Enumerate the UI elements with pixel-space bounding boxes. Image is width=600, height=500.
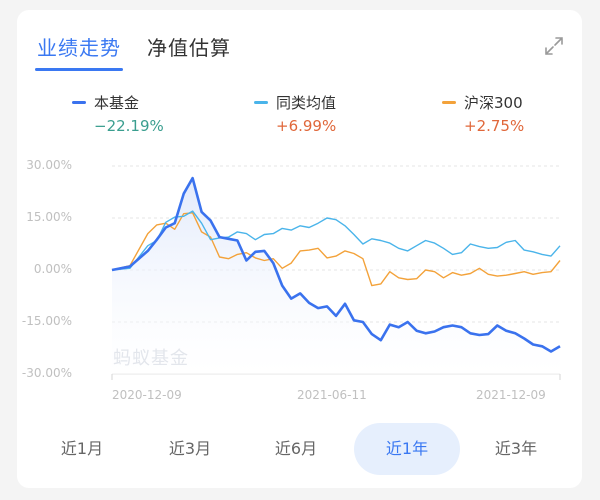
legend-swatch bbox=[72, 101, 86, 104]
series-line bbox=[111, 210, 561, 271]
series-line bbox=[111, 212, 561, 287]
tab-nav-estimate[interactable]: 净值估算 bbox=[147, 36, 231, 60]
legend-label: 同类均值 bbox=[276, 94, 337, 112]
x-tick: 2020-12-09 bbox=[112, 388, 182, 402]
legend-label: 沪深300 bbox=[464, 94, 523, 112]
expand-arrows-icon[interactable] bbox=[544, 36, 564, 56]
legend-value: +6.99% bbox=[276, 117, 337, 135]
y-tick: -30.00% bbox=[21, 366, 72, 380]
range-6-months[interactable]: 近6月 bbox=[274, 439, 318, 458]
legend-item-fund[interactable]: 本基金 −22.19% bbox=[72, 92, 164, 135]
legend-swatch bbox=[254, 101, 268, 104]
range-1-month[interactable]: 近1月 bbox=[60, 439, 104, 458]
y-tick: 0.00% bbox=[33, 262, 72, 276]
performance-chart[interactable] bbox=[17, 10, 582, 488]
legend-swatch bbox=[442, 101, 456, 104]
performance-card: 业绩走势 净值估算 本基金 −22.19% 同类均值 +6.99% 沪深300 … bbox=[17, 10, 582, 488]
tab-bar: 业绩走势 净值估算 bbox=[35, 32, 231, 71]
range-1-year[interactable]: 近1年 bbox=[354, 423, 460, 475]
x-tick: 2021-06-11 bbox=[297, 388, 367, 402]
series-line bbox=[111, 176, 561, 353]
time-range-selector: 近1月 近3月 近6月 近1年 近3年 bbox=[17, 423, 582, 475]
watermark: 蚂蚁基金 bbox=[113, 348, 189, 369]
tab-performance[interactable]: 业绩走势 bbox=[35, 32, 123, 71]
y-tick: -15.00% bbox=[21, 314, 72, 328]
range-3-months[interactable]: 近3月 bbox=[168, 439, 212, 458]
legend-value: +2.75% bbox=[464, 117, 525, 135]
y-tick: 30.00% bbox=[26, 158, 72, 172]
x-tick: 2021-12-09 bbox=[476, 388, 546, 402]
legend-item-peer-average[interactable]: 同类均值 +6.99% bbox=[254, 92, 336, 135]
legend-item-csi300[interactable]: 沪深300 +2.75% bbox=[442, 92, 524, 135]
legend-value: −22.19% bbox=[94, 117, 164, 135]
y-tick: 15.00% bbox=[26, 210, 72, 224]
range-3-years[interactable]: 近3年 bbox=[494, 439, 538, 458]
legend-label: 本基金 bbox=[94, 94, 140, 112]
